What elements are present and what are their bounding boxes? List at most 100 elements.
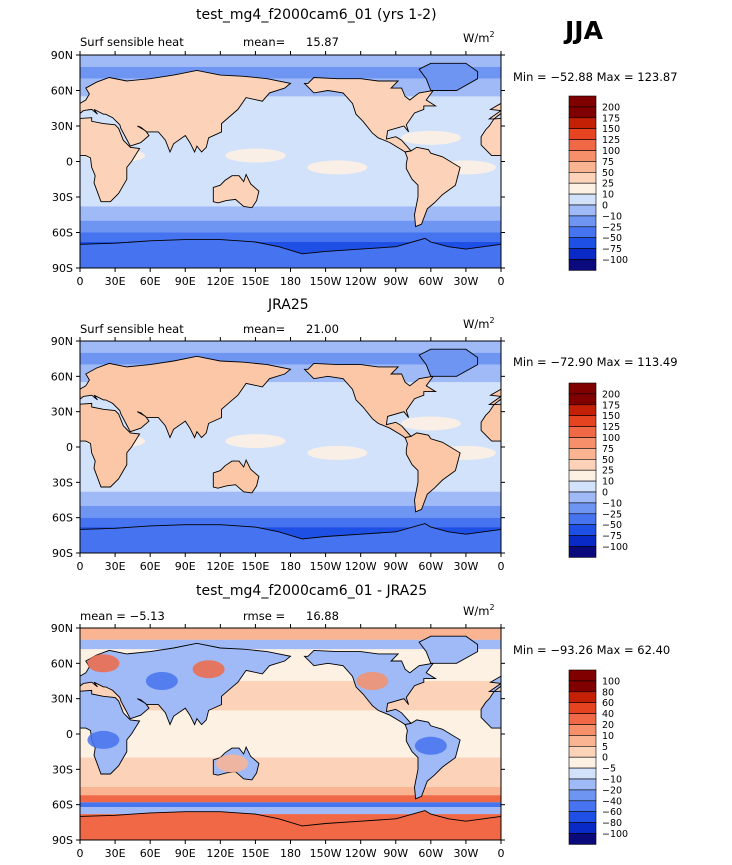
continent-greenland xyxy=(418,348,479,377)
colorbar-label: 50 xyxy=(602,168,614,179)
continent-africa xyxy=(480,117,501,157)
colorbar-box xyxy=(568,480,597,493)
continent-samerica xyxy=(404,432,461,513)
colorbar-box xyxy=(568,237,597,249)
colorbar-label: −60 xyxy=(602,807,622,818)
colorbar-label: −100 xyxy=(602,542,628,553)
shading-patch xyxy=(356,672,389,690)
shading-patch xyxy=(225,434,286,449)
shading-patch xyxy=(307,160,368,175)
colorbar-label: 0 xyxy=(602,753,608,764)
panel-2-stat-label: mean= xyxy=(243,322,286,336)
map-panel-1: 90N 60N 30N 0 30S 60S 90S 0 30E 60E 90E 120E 150E 180… xyxy=(51,49,732,288)
season-label: JJA xyxy=(565,16,603,45)
shading-patch xyxy=(87,730,120,749)
continent-eurasia xyxy=(80,69,292,154)
map-panel-2: 90N 60N 30N 0 30S 60S 90S 0 30E 60E 90E 120E 150E 180… xyxy=(51,335,505,573)
lon-label: 0 xyxy=(77,275,84,288)
lon-label: 120E xyxy=(206,847,234,860)
colorbar-box xyxy=(568,713,597,725)
panel-1-stat-label: mean= xyxy=(243,35,286,49)
colorbar-box xyxy=(568,226,597,239)
continent-namerica xyxy=(303,77,438,153)
lat-label: 30S xyxy=(52,476,73,489)
continent-samerica xyxy=(404,719,461,800)
shading-band xyxy=(80,802,501,808)
colorbar-label: 75 xyxy=(602,157,614,168)
lat-label: 90S xyxy=(52,547,73,560)
lon-label: 0 xyxy=(498,560,505,573)
panel-1-variable-label: Surf sensible heat xyxy=(80,35,184,49)
colorbar-box xyxy=(568,415,597,427)
lat-label: 30N xyxy=(51,693,73,706)
colorbar-label: 150 xyxy=(602,411,620,422)
colorbar-box xyxy=(568,491,597,504)
colorbar-label: 175 xyxy=(602,113,620,124)
panel-2-stat-value: 21.00 xyxy=(306,322,339,336)
continent-namerica xyxy=(726,650,732,724)
lon-label: 150W xyxy=(310,847,342,860)
lon-label: 120E xyxy=(206,275,234,288)
continent-antarctica xyxy=(80,523,501,553)
lon-label: 30W xyxy=(453,275,478,288)
panel-3-stat-value: 16.88 xyxy=(306,609,339,623)
lat-label: 90S xyxy=(52,834,73,847)
colorbar-box xyxy=(568,811,597,823)
shading-patch xyxy=(192,660,225,679)
continent-namerica xyxy=(726,78,732,153)
shading-patch xyxy=(400,130,461,145)
shading-band xyxy=(80,639,501,650)
continent-eurasia xyxy=(80,642,292,726)
colorbar-label: −50 xyxy=(602,520,622,531)
colorbar-label: 150 xyxy=(602,124,620,135)
colorbar-box xyxy=(568,106,597,119)
colorbar-box xyxy=(568,393,597,406)
colorbar-box xyxy=(568,691,597,703)
colorbar-box xyxy=(568,448,597,460)
lon-label: 90W xyxy=(383,560,408,573)
colorbar-box xyxy=(568,150,597,162)
colorbar-label: −80 xyxy=(602,818,622,829)
colorbar-box xyxy=(568,215,597,228)
colorbar-box xyxy=(568,117,597,130)
lat-label: 60S xyxy=(52,512,73,525)
lon-label: 90W xyxy=(383,847,408,860)
colorbar-label: 100 xyxy=(602,433,620,444)
colorbar-box xyxy=(568,767,597,780)
colorbar-label: −50 xyxy=(602,233,622,244)
colorbar-box xyxy=(568,833,597,845)
colorbar-box xyxy=(568,680,597,693)
continent-namerica xyxy=(303,362,438,439)
colorbar-box xyxy=(568,669,597,682)
lon-label: 180 xyxy=(280,560,301,573)
colorbar-box xyxy=(568,139,597,151)
lon-label: 0 xyxy=(498,275,505,288)
colorbar-label: 100 xyxy=(602,676,620,687)
lat-label: 90S xyxy=(52,262,73,275)
colorbar-label: −20 xyxy=(602,785,622,796)
lat-label: 60N xyxy=(51,85,73,98)
lat-label: 0 xyxy=(66,441,73,454)
continent-eurasia xyxy=(487,102,501,120)
colorbar-label: −10 xyxy=(602,211,622,222)
lon-label: 150E xyxy=(241,560,269,573)
colorbar-label: 0 xyxy=(602,488,608,499)
colorbar-box xyxy=(568,182,597,195)
colorbar-label: 10 xyxy=(602,731,614,742)
shading-band xyxy=(80,66,501,79)
lat-label: 90N xyxy=(51,622,73,635)
colorbar-label: 50 xyxy=(602,455,614,466)
lon-label: 30E xyxy=(105,560,126,573)
panel-2-units: W/m2 xyxy=(463,316,495,331)
lon-label: 150E xyxy=(241,275,269,288)
lat-label: 90N xyxy=(51,49,73,62)
shading-patch xyxy=(225,148,286,163)
colorbar-label: −10 xyxy=(602,498,622,509)
colorbar-box xyxy=(568,745,597,758)
shading-patch xyxy=(400,416,461,431)
lon-label: 0 xyxy=(498,847,505,860)
colorbar-box xyxy=(568,756,597,769)
shading-band xyxy=(80,206,501,221)
panel-3-title: test_mg4_f2000cam6_01 - JRA25 xyxy=(196,583,428,599)
colorbar-label: 10 xyxy=(602,190,614,201)
